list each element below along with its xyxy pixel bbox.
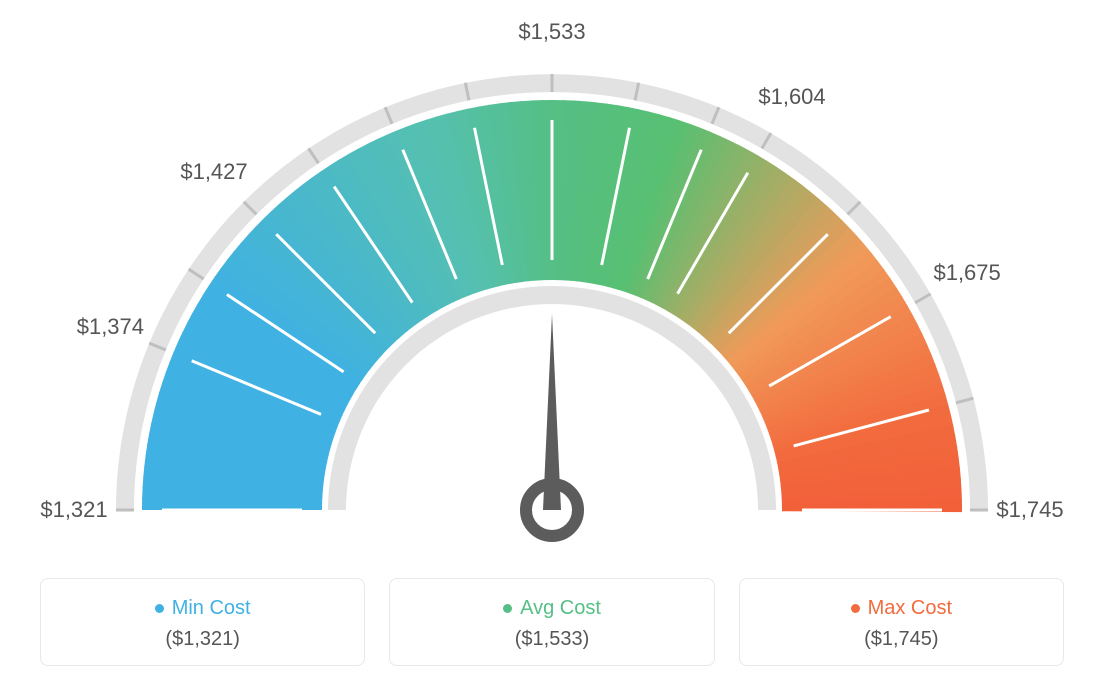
legend-dot-max <box>851 604 860 613</box>
legend-title-row: Min Cost <box>155 597 251 620</box>
legend-value-min: ($1,321) <box>165 628 240 651</box>
legend-card-avg: Avg Cost ($1,533) <box>389 578 714 666</box>
legend-row: Min Cost ($1,321) Avg Cost ($1,533) Max … <box>40 578 1064 666</box>
legend-card-min: Min Cost ($1,321) <box>40 578 365 666</box>
legend-title-row: Max Cost <box>851 597 952 620</box>
gauge-tick-label: $1,374 <box>77 314 144 340</box>
legend-title-max: Max Cost <box>868 597 952 620</box>
cost-gauge-container: $1,321 $1,374 $1,427 $1,533 $1,604 $1,675 $1,7… <box>0 0 1104 690</box>
legend-dot-min <box>155 604 164 613</box>
gauge-tick-label: $1,321 <box>40 497 107 523</box>
legend-title-avg: Avg Cost <box>520 597 601 620</box>
gauge-tick-label: $1,533 <box>518 19 585 45</box>
legend-title-row: Avg Cost <box>503 597 601 620</box>
legend-value-max: ($1,745) <box>864 628 939 651</box>
gauge-tick-label: $1,745 <box>996 497 1063 523</box>
legend-title-min: Min Cost <box>172 597 251 620</box>
legend-card-max: Max Cost ($1,745) <box>739 578 1064 666</box>
gauge-tick-label: $1,427 <box>180 159 247 185</box>
legend-dot-avg <box>503 604 512 613</box>
legend-value-avg: ($1,533) <box>515 628 590 651</box>
gauge-chart: $1,321 $1,374 $1,427 $1,533 $1,604 $1,675 $1,7… <box>0 0 1104 560</box>
gauge-tick-label: $1,675 <box>933 260 1000 286</box>
gauge-tick-label: $1,604 <box>758 84 825 110</box>
